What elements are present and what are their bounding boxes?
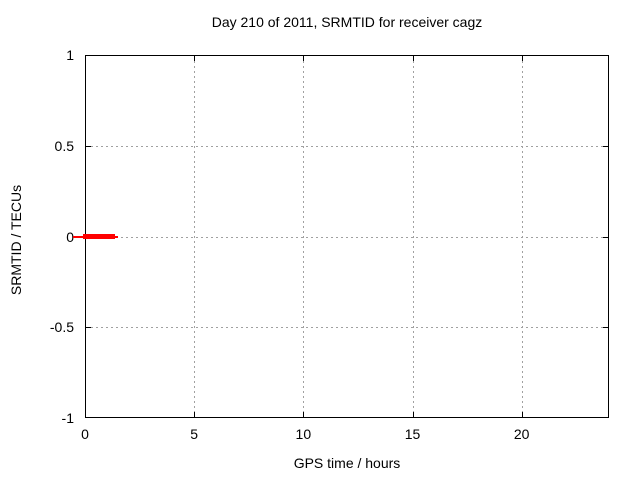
chart-title: Day 210 of 2011, SRMTID for receiver cag…	[211, 14, 483, 30]
x-tick-bottom	[521, 412, 523, 417]
y-tick-left	[86, 327, 91, 329]
x-tick-label: 20	[513, 426, 530, 442]
y-tick-right	[603, 145, 608, 147]
y-gridline	[86, 236, 608, 238]
x-tick-bottom	[303, 412, 305, 417]
x-tick-label: 10	[295, 426, 312, 442]
y-gridline	[86, 145, 608, 147]
x-tick-label: 15	[404, 426, 421, 442]
y-tick-right	[603, 327, 608, 329]
y-tick-left	[86, 145, 91, 147]
x-axis-label: GPS time / hours	[293, 455, 401, 471]
x-tick-top	[521, 56, 523, 61]
x-tick-top	[303, 56, 305, 61]
y-tick-label: -0.5	[49, 319, 74, 336]
x-tick-top	[194, 56, 196, 61]
data-line-segment	[82, 234, 115, 239]
x-tick-bottom	[194, 412, 196, 417]
y-tick-label: 0.5	[54, 137, 74, 154]
y-tick-right	[603, 236, 608, 238]
y-gridline	[86, 327, 608, 329]
x-tick-top	[412, 56, 414, 61]
y-tick-label: 1	[66, 47, 74, 63]
x-tick-label: 5	[190, 426, 199, 442]
y-tick-label: -1	[61, 410, 74, 426]
x-tick-bottom	[412, 412, 414, 417]
y-tick-label: 0	[66, 228, 74, 245]
x-tick-label: 0	[81, 426, 89, 442]
